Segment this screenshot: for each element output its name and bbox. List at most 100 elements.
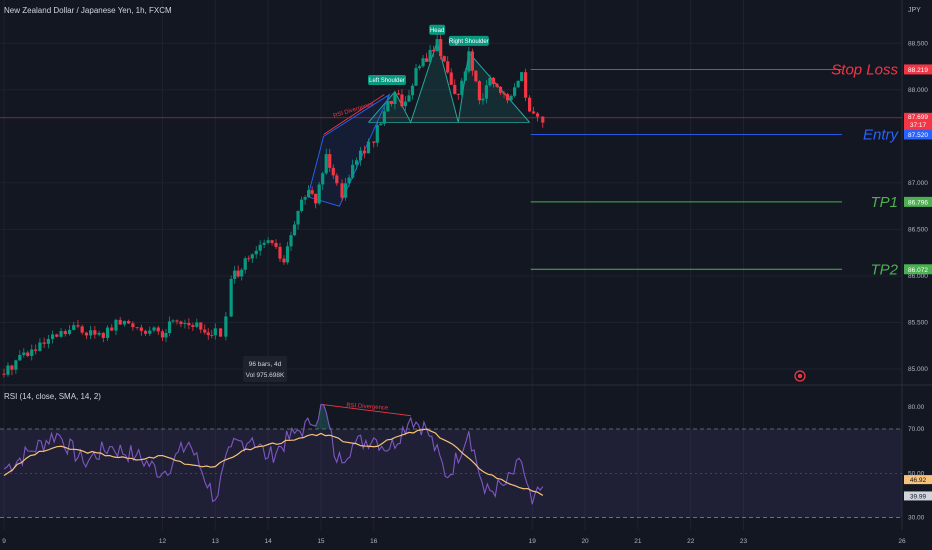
candle-bearish	[400, 94, 404, 107]
candle-bearish	[42, 342, 46, 344]
candle-bullish	[183, 322, 187, 324]
candle-bearish	[34, 349, 38, 351]
stop-loss-label: Stop Loss	[831, 61, 898, 78]
measure-bars: 96 bars, 4d	[249, 361, 282, 368]
time-axis[interactable]: 9 12 13 14 15 16 19 20 21 22 23 26	[2, 538, 906, 545]
candle-bullish	[250, 254, 254, 259]
candle-bullish	[317, 184, 321, 204]
head-label-tag[interactable]: Head	[429, 24, 446, 35]
tp1-price-badge-bg	[904, 196, 932, 207]
candle-bearish	[218, 328, 223, 337]
current-price-badge: 87.699 37:17	[904, 112, 932, 130]
candle-bearish	[93, 330, 97, 335]
candle-bearish	[210, 335, 214, 336]
candle-bearish	[110, 327, 114, 331]
tp2-price-badge-bg	[904, 264, 932, 275]
candle-bullish	[354, 160, 359, 165]
candle-bullish	[417, 66, 422, 69]
current-price-value: 87.699	[908, 114, 928, 121]
candle-bearish	[314, 193, 318, 204]
candle-bullish	[285, 246, 290, 263]
candle-bullish	[435, 39, 439, 52]
candle-bullish	[343, 183, 348, 198]
candles[interactable]	[2, 33, 545, 378]
rsi-tick: 70.00	[908, 426, 925, 433]
time-tick: 16	[370, 538, 378, 545]
candle-bullish	[164, 332, 168, 338]
candle-bullish	[513, 87, 517, 96]
candle-bullish	[114, 319, 118, 331]
rsi-tick: 30.00	[908, 515, 925, 522]
candle-bearish	[282, 258, 286, 263]
candle-bearish	[10, 365, 14, 370]
left-shoulder-label-tag[interactable]: Left Shoulder	[367, 75, 406, 86]
candle-bearish	[449, 72, 453, 85]
candle-bullish	[22, 352, 26, 355]
candle-bullish	[324, 154, 328, 174]
rsi-divergence-line[interactable]	[323, 404, 411, 417]
candle-bearish	[131, 323, 135, 328]
candle-bearish	[118, 319, 122, 325]
right-shoulder-label-tag[interactable]: Right Shoulder	[448, 35, 489, 46]
candle-bullish	[509, 95, 513, 101]
candle-bullish	[6, 365, 10, 375]
candle-bearish	[127, 320, 131, 324]
head-label-bg	[429, 24, 446, 35]
candle-bullish	[351, 164, 355, 178]
price-tick: 86.000	[908, 273, 928, 280]
trade-levels[interactable]: Stop Loss 88.219 Entry 87.520 TP1 86.796 TP2 86…	[530, 61, 932, 278]
candle-bearish	[456, 93, 460, 95]
candle-bearish	[328, 154, 332, 168]
alert-marker-icon[interactable]	[794, 370, 806, 382]
candle-bullish	[321, 173, 325, 185]
entry-price-badge: 87.520	[908, 132, 928, 139]
candle-bearish	[442, 56, 446, 62]
symbol-title[interactable]: New Zealand Dollar / Japanese Yen, 1h, F…	[4, 6, 172, 15]
candle-bullish	[410, 85, 415, 96]
candle-bullish	[379, 123, 383, 126]
candle-bearish	[453, 84, 457, 94]
candle-bullish	[403, 101, 408, 107]
price-axis[interactable]: 88.500 88.000 87.000 86.500 86.000 85.500 85.0…	[908, 40, 928, 373]
candle-bearish	[527, 97, 532, 112]
rsi-sma-badge-bg	[904, 491, 932, 501]
rsi-value-badges: 46.92 39.99	[904, 475, 932, 501]
measure-tooltip-bg	[243, 356, 287, 382]
rsi-axis[interactable]: 80.00 70.00 50.00 30.00	[908, 404, 925, 522]
rsi-title[interactable]: RSI (14, close, SMA, 14, 2)	[4, 392, 101, 401]
candle-bullish	[358, 150, 363, 161]
candle-bearish	[389, 100, 393, 104]
candle-bullish	[254, 250, 258, 255]
candle-bearish	[474, 70, 478, 82]
tp1-label: TP1	[870, 194, 898, 211]
rsi-sma-line[interactable]	[3, 428, 544, 496]
candle-bearish	[206, 332, 210, 336]
candle-bullish	[484, 85, 489, 99]
candle-bearish	[247, 258, 251, 260]
candle-bearish	[236, 270, 240, 277]
candle-bullish	[122, 320, 127, 325]
candle-bullish	[46, 338, 50, 344]
candle-bearish	[278, 246, 282, 259]
candle-bearish	[498, 86, 503, 93]
candle-bearish	[156, 327, 160, 332]
price-tick: 85.500	[908, 320, 928, 327]
time-tick: 23	[740, 538, 748, 545]
candle-bearish	[80, 326, 84, 333]
price-tick: 86.500	[908, 226, 928, 233]
candle-bullish	[428, 49, 432, 62]
candle-bearish	[439, 39, 443, 57]
candle-bearish	[2, 373, 6, 375]
candle-bearish	[203, 329, 207, 333]
candle-bullish	[258, 244, 262, 251]
candle-bullish	[375, 125, 379, 143]
price-divergence-line[interactable]	[323, 94, 385, 135]
candle-bearish	[270, 240, 274, 243]
candle-bullish	[229, 278, 233, 317]
candle-bullish	[262, 242, 266, 245]
wedge-pattern[interactable]	[307, 93, 391, 207]
measure-tooltip[interactable]: 96 bars, 4d Vol 975.698K	[243, 356, 287, 382]
candle-bearish	[362, 150, 367, 154]
candle-bearish	[274, 242, 278, 247]
